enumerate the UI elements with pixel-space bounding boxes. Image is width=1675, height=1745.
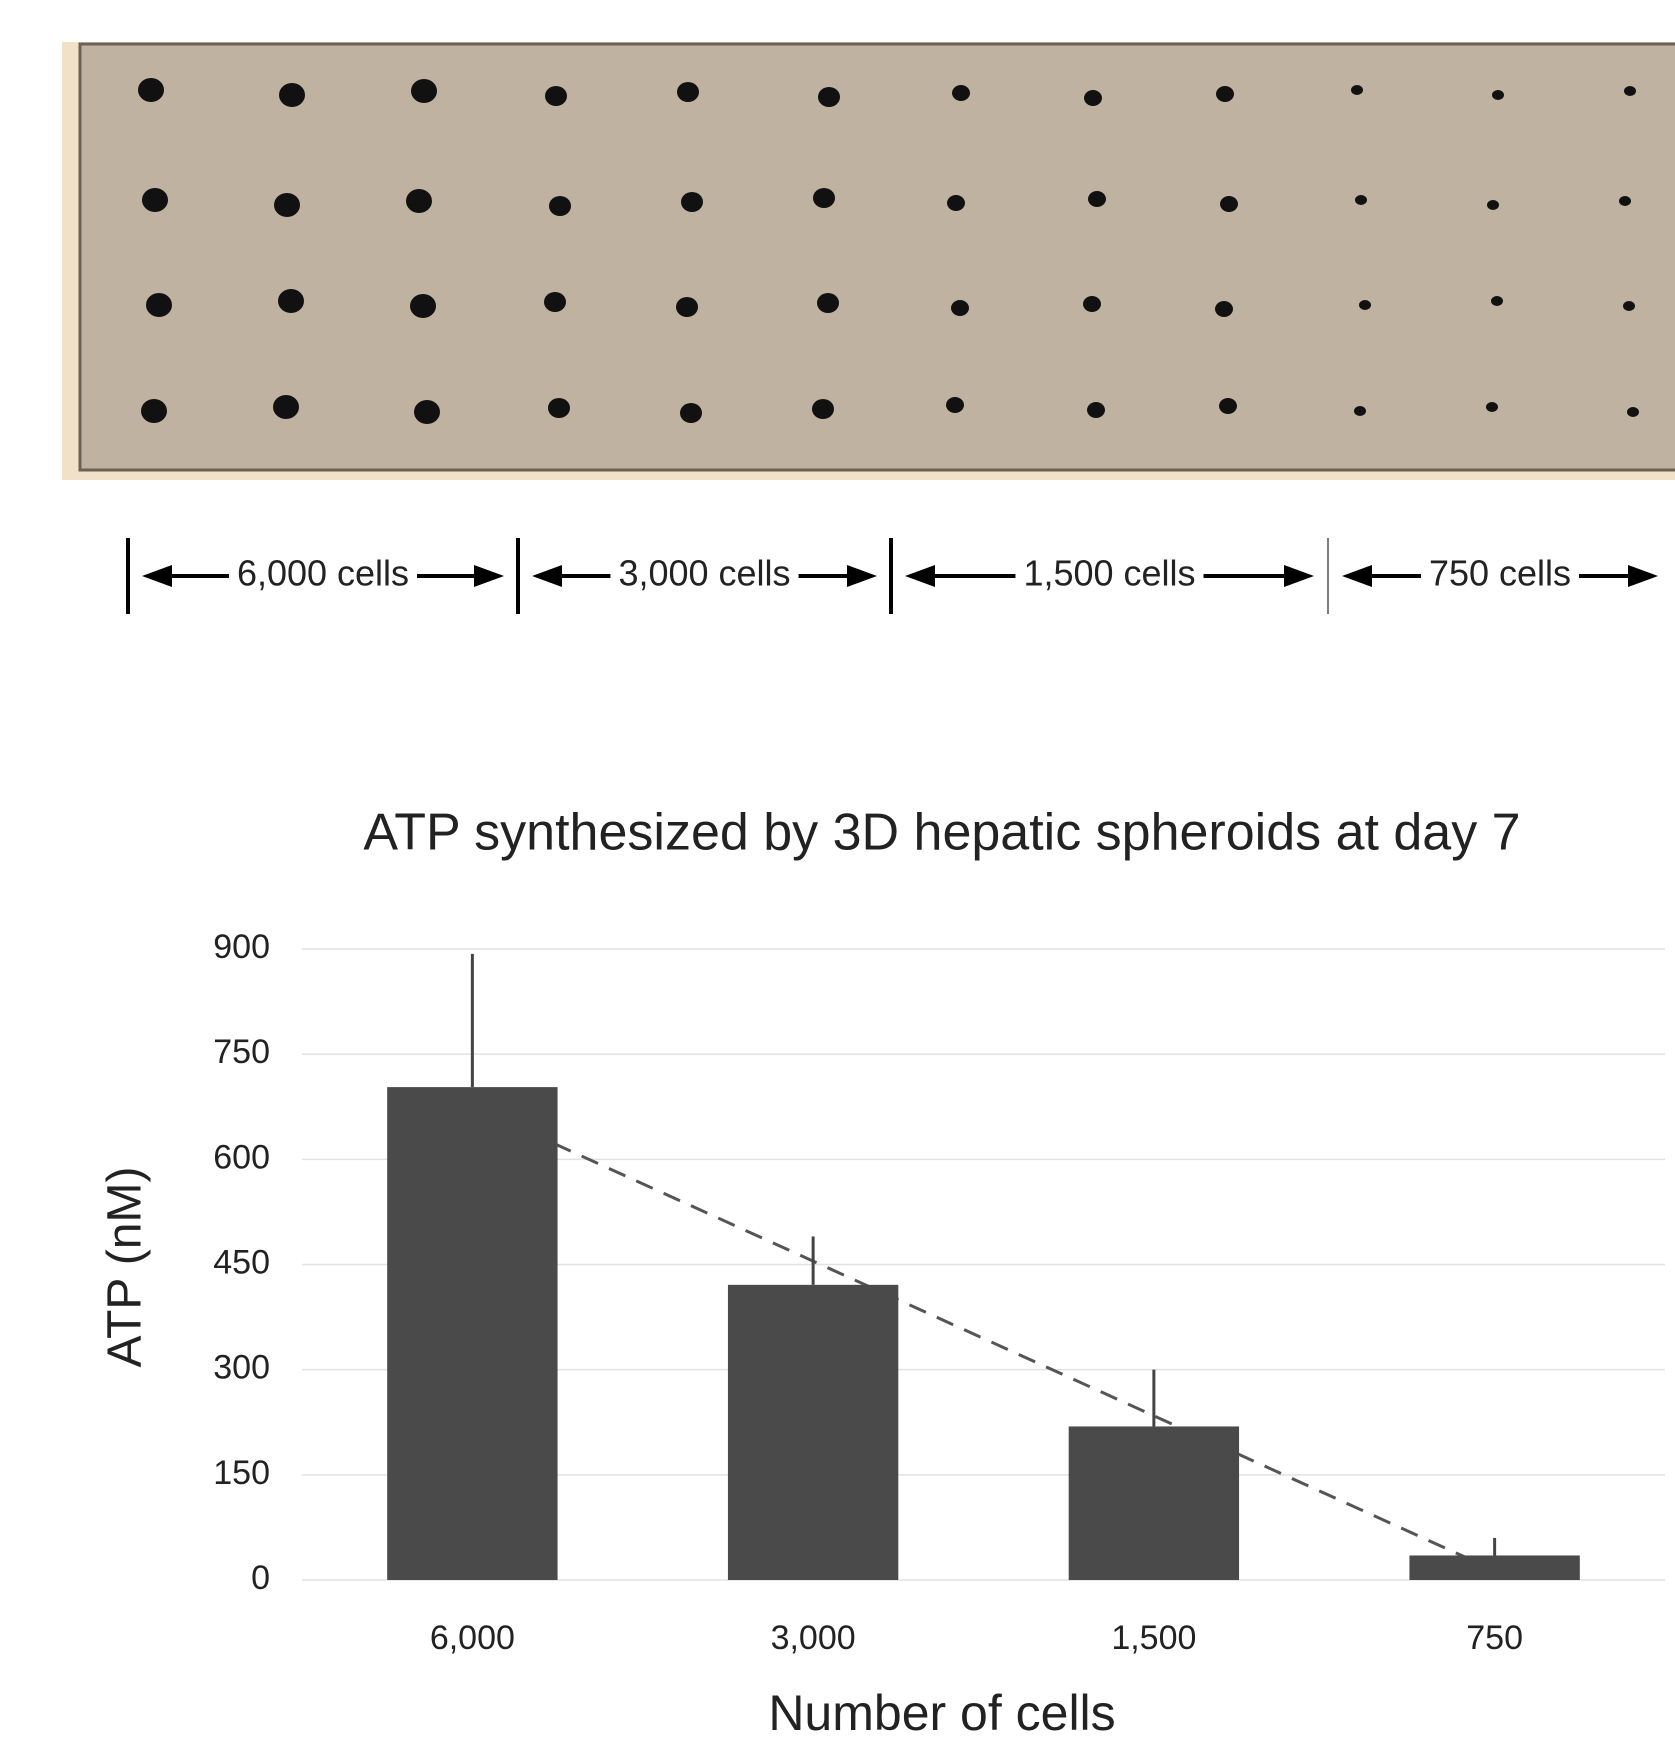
spheroid xyxy=(946,397,964,413)
y-tick-label: 750 xyxy=(213,1033,270,1071)
spheroid xyxy=(1216,86,1234,102)
spheroid xyxy=(411,79,437,103)
spheroid xyxy=(1627,407,1639,417)
spheroid xyxy=(681,192,703,212)
spheroid xyxy=(1624,86,1636,96)
bar xyxy=(1068,1426,1240,1580)
spheroid xyxy=(1084,90,1102,106)
spheroid xyxy=(1619,196,1631,206)
spheroid xyxy=(406,189,432,213)
spheroid xyxy=(1359,300,1371,310)
arrow-head xyxy=(905,565,935,587)
spheroid xyxy=(273,395,299,419)
spheroid xyxy=(818,87,840,107)
spheroid xyxy=(414,400,440,424)
spheroid xyxy=(410,294,436,318)
x-tick-label: 750 xyxy=(1466,1619,1523,1657)
y-tick-label: 600 xyxy=(213,1138,270,1176)
arrow-head xyxy=(1342,565,1372,587)
x-tick-label: 6,000 xyxy=(430,1619,515,1657)
spheroid xyxy=(1219,398,1237,414)
spheroid xyxy=(548,398,570,418)
trendline xyxy=(471,1105,1496,1572)
spheroid xyxy=(141,399,167,423)
group-label: 1,500 cells xyxy=(1023,553,1195,594)
y-tick-label: 0 xyxy=(251,1559,270,1597)
arrow-head xyxy=(847,565,877,587)
spheroid xyxy=(680,403,702,423)
bar xyxy=(1409,1555,1580,1580)
spheroid xyxy=(677,82,699,102)
arrow-head xyxy=(1284,565,1314,587)
spheroid xyxy=(947,195,965,211)
spheroid xyxy=(1491,296,1503,306)
x-axis-title: Number of cells xyxy=(768,1685,1115,1741)
y-tick-label: 900 xyxy=(213,928,270,966)
x-tick-label: 1,500 xyxy=(1111,1619,1196,1657)
spheroid xyxy=(1351,85,1363,95)
spheroid xyxy=(1486,402,1498,412)
spheroid xyxy=(1087,402,1105,418)
y-tick-label: 450 xyxy=(213,1243,270,1281)
spheroid xyxy=(138,78,164,102)
spheroid xyxy=(1088,191,1106,207)
arrow-head xyxy=(142,565,172,587)
spheroid xyxy=(274,193,300,217)
spheroid xyxy=(142,188,168,212)
y-axis-title: ATP (nM) xyxy=(99,1167,152,1368)
spheroid xyxy=(951,300,969,316)
bar xyxy=(387,1087,558,1580)
spheroid xyxy=(1083,296,1101,312)
spheroid xyxy=(279,83,305,107)
spheroid xyxy=(1492,90,1504,100)
spheroid xyxy=(146,293,172,317)
spheroid xyxy=(812,399,834,419)
arrow-head xyxy=(474,565,504,587)
group-label: 6,000 cells xyxy=(237,553,409,594)
spheroid xyxy=(1487,200,1499,210)
spheroid xyxy=(544,292,566,312)
group-label: 3,000 cells xyxy=(618,553,790,594)
y-tick-label: 150 xyxy=(213,1454,270,1492)
spheroid xyxy=(813,188,835,208)
bar xyxy=(727,1284,899,1580)
spheroid xyxy=(1220,196,1238,212)
spheroid xyxy=(952,85,970,101)
spheroids xyxy=(138,78,1639,424)
spheroid xyxy=(545,86,567,106)
cell-groups: 6,000 cells 3,000 cells 1,500 cells 750 cel… xyxy=(126,538,1658,614)
spheroid xyxy=(817,293,839,313)
spheroid xyxy=(1354,406,1366,416)
x-tick-label: 3,000 xyxy=(771,1619,856,1657)
y-tick-label: 300 xyxy=(213,1349,270,1387)
spheroid xyxy=(1355,195,1367,205)
group-label: 750 cells xyxy=(1429,553,1571,594)
chart-title: ATP synthesized by 3D hepatic spheroids … xyxy=(363,804,1520,862)
spheroid xyxy=(1623,301,1635,311)
spheroid xyxy=(1215,301,1233,317)
spheroid xyxy=(676,297,698,317)
plate xyxy=(78,42,1675,472)
arrow-head xyxy=(1628,565,1658,587)
spheroid xyxy=(549,196,571,216)
arrow-head xyxy=(532,565,562,587)
spheroid xyxy=(278,289,304,313)
